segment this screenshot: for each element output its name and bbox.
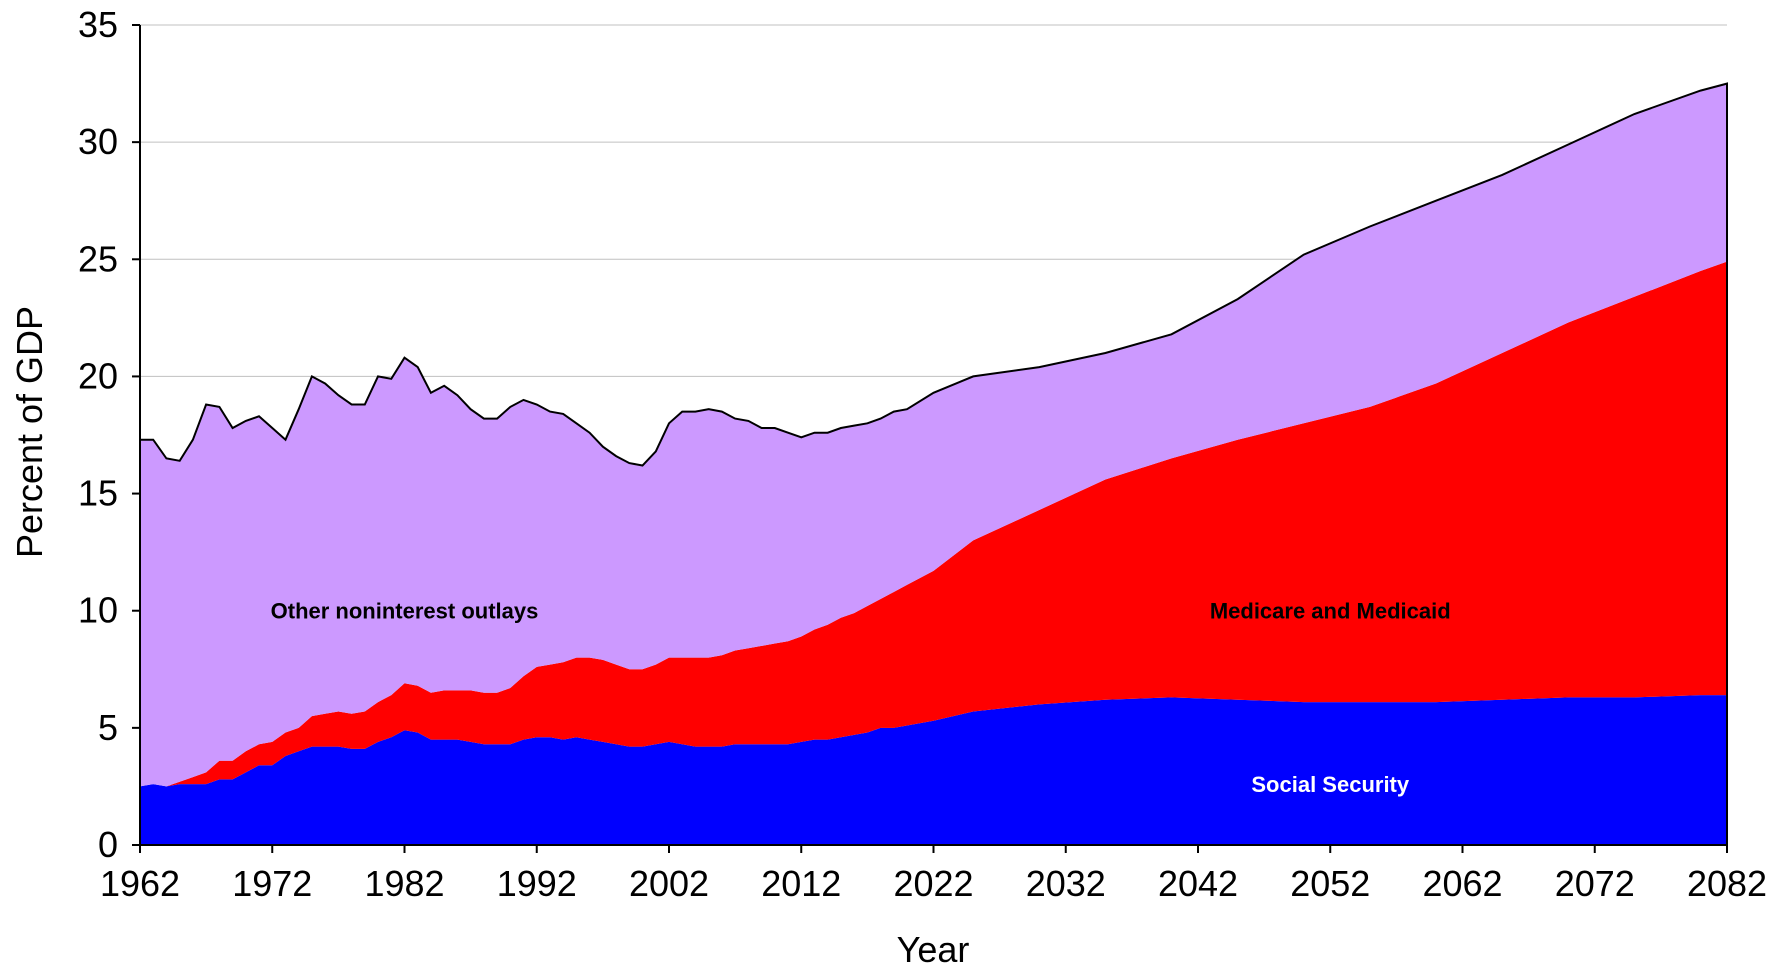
plot-areas xyxy=(140,82,1728,845)
y-tick-label: 10 xyxy=(78,590,118,631)
x-axis-title: Year xyxy=(897,929,970,970)
x-tick-label: 2052 xyxy=(1290,863,1370,904)
x-tick-label: 2062 xyxy=(1422,863,1502,904)
x-tick-label: 1962 xyxy=(100,863,180,904)
series-label-medicare-and-medicaid: Medicare and Medicaid xyxy=(1210,599,1451,624)
y-tick-label: 0 xyxy=(98,824,118,865)
series-labels: Social Security Medicare and Medicaid Othe… xyxy=(271,599,1451,797)
x-tick-label: 2002 xyxy=(629,863,709,904)
area-social-security xyxy=(140,695,1727,845)
series-label-social-security: Social Security xyxy=(1251,772,1410,797)
x-tick-label: 1982 xyxy=(364,863,444,904)
y-tick-label: 15 xyxy=(78,473,118,514)
x-tick-label: 2012 xyxy=(761,863,841,904)
y-tick-label: 25 xyxy=(78,238,118,279)
area-medicare-and-medicaid xyxy=(140,261,1727,787)
tick-labels: 0 5 10 15 20 25 30 35 1962 1972 1982 1992 2002 2012 20… xyxy=(78,4,1767,904)
x-tick-label: 2082 xyxy=(1687,863,1767,904)
x-tick-label: 2042 xyxy=(1158,863,1238,904)
y-tick-label: 30 xyxy=(78,121,118,162)
x-tick-label: 2022 xyxy=(893,863,973,904)
x-tick-label: 2072 xyxy=(1555,863,1635,904)
y-tick-label: 20 xyxy=(78,355,118,396)
y-axis-title: Percent of GDP xyxy=(9,306,50,558)
total-outline xyxy=(140,82,1728,845)
y-tick-label: 5 xyxy=(98,707,118,748)
x-tick-label: 2032 xyxy=(1026,863,1106,904)
x-tick-label: 1992 xyxy=(497,863,577,904)
y-tick-label: 35 xyxy=(78,4,118,45)
x-tick-label: 1972 xyxy=(232,863,312,904)
series-label-other-noninterest-outlays: Other noninterest outlays xyxy=(271,599,539,624)
area-other-noninterest-outlays xyxy=(140,83,1727,787)
